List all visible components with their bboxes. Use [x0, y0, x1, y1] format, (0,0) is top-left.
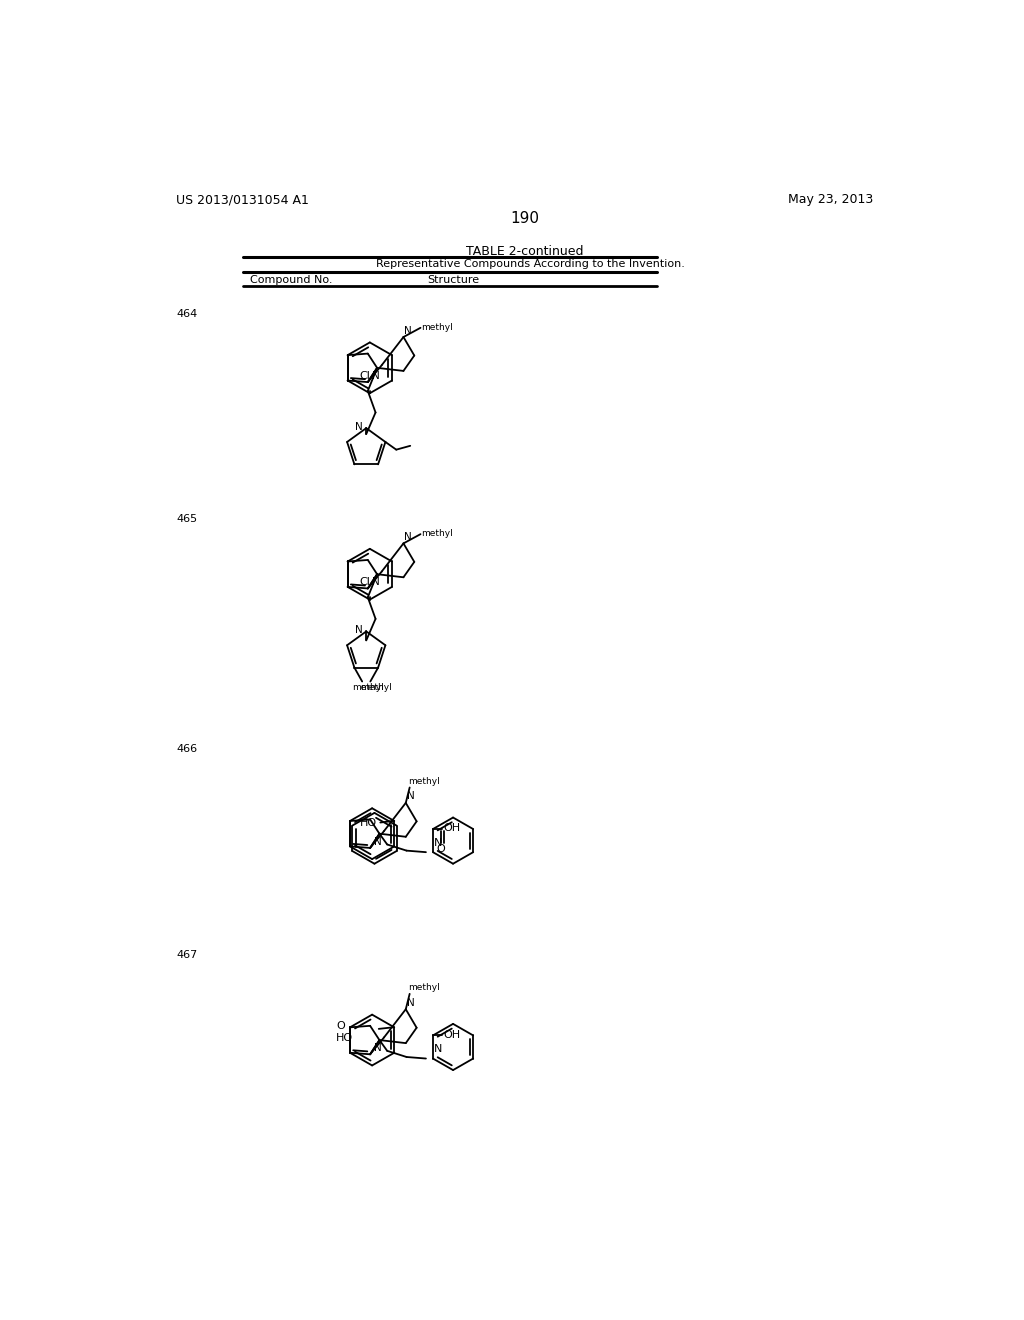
Text: N: N — [407, 998, 415, 1007]
Text: methyl: methyl — [421, 529, 453, 537]
Text: N: N — [355, 624, 364, 635]
Text: 466: 466 — [176, 743, 198, 754]
Text: Structure: Structure — [427, 276, 479, 285]
Text: N: N — [374, 1043, 382, 1053]
Text: US 2013/0131054 A1: US 2013/0131054 A1 — [176, 193, 309, 206]
Text: O: O — [436, 845, 445, 854]
Text: N: N — [404, 532, 412, 543]
Text: May 23, 2013: May 23, 2013 — [788, 193, 873, 206]
Text: 464: 464 — [176, 309, 198, 318]
Text: Compound No.: Compound No. — [251, 276, 333, 285]
Text: methyl: methyl — [409, 777, 440, 785]
Text: methyl: methyl — [409, 983, 440, 993]
Text: 190: 190 — [510, 211, 540, 226]
Text: HO: HO — [336, 1034, 353, 1043]
Text: N: N — [355, 421, 364, 432]
Text: N: N — [404, 326, 412, 335]
Text: 465: 465 — [176, 515, 198, 524]
Text: methyl: methyl — [359, 682, 391, 692]
Text: methyl: methyl — [421, 322, 453, 331]
Text: Representative Compounds According to the Invention.: Representative Compounds According to th… — [376, 259, 685, 269]
Text: methyl: methyl — [352, 682, 384, 692]
Text: N: N — [374, 837, 382, 846]
Text: OH: OH — [443, 1030, 460, 1040]
Text: N: N — [372, 371, 380, 381]
Text: N: N — [434, 1044, 442, 1053]
Text: N: N — [372, 577, 380, 587]
Text: OH: OH — [443, 824, 460, 833]
Text: N: N — [434, 838, 442, 847]
Text: Cl: Cl — [359, 371, 370, 381]
Text: HO: HO — [359, 817, 377, 828]
Text: N: N — [407, 792, 415, 801]
Text: O: O — [336, 1020, 345, 1031]
Text: TABLE 2-continued: TABLE 2-continued — [466, 244, 584, 257]
Text: 467: 467 — [176, 950, 198, 960]
Text: Cl: Cl — [359, 577, 370, 587]
